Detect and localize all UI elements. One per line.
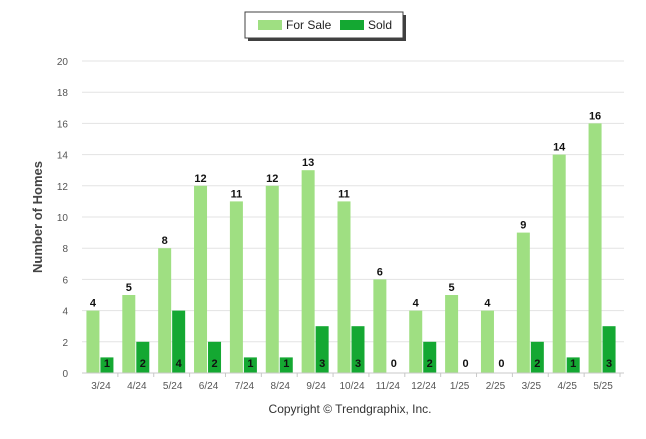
- bar-sold: [172, 310, 186, 373]
- y-tick-label: 12: [57, 182, 69, 193]
- y-tick-label: 20: [57, 57, 69, 68]
- bar-for-sale: [373, 279, 387, 373]
- data-label-for-sale: 6: [377, 266, 383, 278]
- data-label-for-sale: 9: [520, 220, 526, 232]
- x-tick-label: 7/24: [235, 381, 255, 392]
- bar-for-sale: [194, 185, 208, 373]
- data-label-sold: 2: [427, 358, 433, 370]
- data-label-sold: 2: [140, 358, 146, 370]
- y-tick-label: 2: [62, 338, 68, 349]
- data-label-sold: 2: [211, 358, 217, 370]
- x-tick-label: 3/25: [522, 381, 542, 392]
- data-label-for-sale: 14: [553, 142, 566, 154]
- bar-for-sale: [516, 232, 530, 373]
- data-label-for-sale: 11: [338, 188, 350, 200]
- x-tick-label: 4/24: [127, 381, 147, 392]
- data-label-sold: 1: [247, 358, 253, 370]
- data-label-for-sale: 5: [126, 282, 132, 294]
- x-tick-label: 8/24: [271, 381, 291, 392]
- x-tick-label: 5/24: [163, 381, 183, 392]
- data-label-sold: 2: [534, 358, 540, 370]
- data-label-for-sale: 12: [194, 173, 206, 185]
- data-label-sold: 3: [606, 358, 612, 370]
- data-label-for-sale: 4: [90, 298, 97, 310]
- bar-for-sale: [552, 154, 566, 373]
- x-tick-label: 12/24: [411, 381, 436, 392]
- bar-for-sale: [86, 310, 100, 373]
- data-label-sold: 1: [570, 358, 576, 370]
- bar-sold: [530, 341, 544, 373]
- bar-for-sale: [588, 123, 602, 374]
- y-tick-label: 4: [62, 307, 68, 318]
- bar-for-sale: [337, 201, 351, 373]
- y-tick-label: 18: [57, 88, 69, 99]
- bar-sold: [315, 326, 329, 373]
- data-label-for-sale: 13: [302, 157, 314, 169]
- x-tick-label: 5/25: [593, 381, 613, 392]
- data-label-sold: 0: [498, 358, 504, 370]
- bar-for-sale: [158, 248, 172, 373]
- legend-swatch-for-sale: [258, 20, 282, 30]
- x-tick-label: 1/25: [450, 381, 470, 392]
- data-label-for-sale: 11: [231, 188, 243, 200]
- bar-for-sale: [480, 310, 494, 373]
- data-label-for-sale: 16: [589, 110, 601, 122]
- x-tick-label: 2/25: [486, 381, 506, 392]
- data-label-sold: 0: [391, 358, 397, 370]
- data-label-sold: 1: [283, 358, 289, 370]
- data-label-sold: 1: [104, 358, 110, 370]
- legend: For Sale Sold: [244, 11, 406, 41]
- x-tick-label: 10/24: [339, 381, 364, 392]
- data-label-sold: 0: [463, 358, 469, 370]
- data-label-sold: 3: [319, 358, 325, 370]
- data-label-for-sale: 4: [484, 298, 491, 310]
- data-label-sold: 4: [176, 358, 183, 370]
- data-label-for-sale: 12: [266, 173, 278, 185]
- x-tick-label: 4/25: [557, 381, 577, 392]
- y-tick-label: 8: [62, 244, 68, 255]
- y-tick-label: 16: [57, 119, 69, 130]
- x-tick-label: 6/24: [199, 381, 219, 392]
- bar-sold: [423, 341, 437, 373]
- data-label-for-sale: 8: [162, 235, 168, 247]
- bar-for-sale: [229, 201, 243, 373]
- bar-sold: [602, 326, 616, 373]
- bar-sold: [351, 326, 365, 373]
- bar-sold: [279, 357, 293, 373]
- legend-swatch-sold: [340, 20, 364, 30]
- bar-sold: [136, 341, 150, 373]
- copyright-text: Copyright © Trendgraphix, Inc.: [269, 402, 432, 416]
- y-tick-label: 0: [62, 369, 68, 380]
- x-tick-label: 9/24: [306, 381, 326, 392]
- y-tick-label: 10: [57, 213, 69, 224]
- y-tick-label: 6: [62, 275, 68, 286]
- data-label-sold: 3: [355, 358, 361, 370]
- y-tick-label: 14: [57, 151, 69, 162]
- bar-sold: [208, 341, 222, 373]
- bar-for-sale: [301, 170, 315, 373]
- grid: [82, 60, 624, 374]
- x-tick-label: 11/24: [376, 381, 401, 392]
- data-label-for-sale: 5: [449, 282, 455, 294]
- data-label-for-sale: 4: [413, 298, 420, 310]
- bar-sold: [243, 357, 257, 373]
- legend-label-sold: Sold: [368, 18, 392, 32]
- bar-for-sale: [445, 295, 459, 373]
- bar-sold: [566, 357, 580, 373]
- bar-for-sale: [265, 185, 279, 373]
- x-tick-label: 3/24: [91, 381, 111, 392]
- legend-label-for-sale: For Sale: [286, 18, 332, 32]
- bar-for-sale: [409, 310, 423, 373]
- bar-for-sale: [122, 295, 136, 373]
- y-axis-title: Number of Homes: [30, 161, 45, 273]
- bars: [86, 123, 616, 374]
- bar-sold: [100, 357, 114, 373]
